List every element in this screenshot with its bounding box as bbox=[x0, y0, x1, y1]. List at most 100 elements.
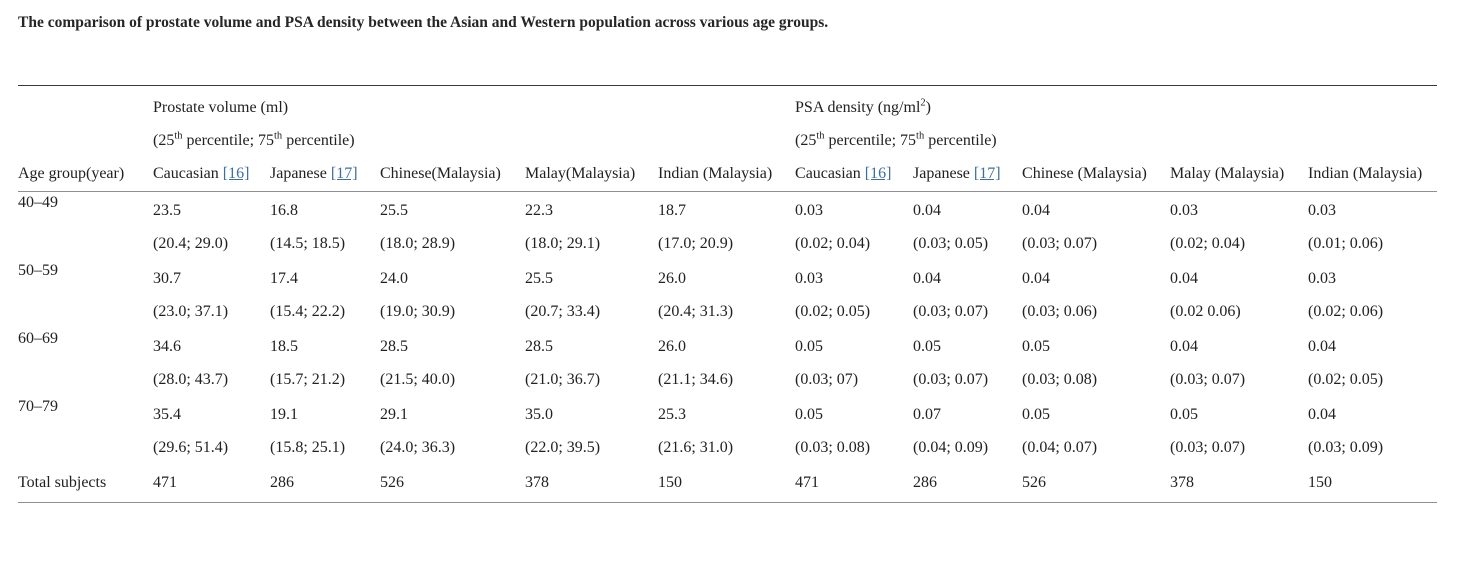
value-cell: 34.6 (28.0; 43.7) bbox=[153, 328, 270, 396]
percentile-range: (21.5; 40.0) bbox=[380, 371, 456, 388]
psa-density-group-header: PSA density (ng/ml2) (25th percentile; 7… bbox=[795, 86, 1437, 158]
percentile-range: (20.4; 31.3) bbox=[658, 303, 734, 320]
percentile-range: (0.04; 0.09) bbox=[913, 439, 989, 456]
median-value: 35.4 bbox=[153, 406, 181, 423]
column-header-malay-malaysia: Malay (Malaysia) bbox=[1170, 157, 1309, 192]
group-header-row: Prostate volume (ml) (25th percentile; 7… bbox=[18, 86, 1437, 158]
percentile-range: (18.0; 29.1) bbox=[525, 235, 601, 252]
median-value: 28.5 bbox=[525, 338, 553, 355]
total-subjects-row: Total subjects 471 286 526 378 150 471 286 526 37… bbox=[18, 464, 1437, 503]
psa-density-group-title: PSA density (ng/ml2) bbox=[795, 97, 931, 116]
column-header-indian-malaysia: Indian (Malaysia) bbox=[658, 157, 796, 192]
column-header-label: Japanese bbox=[270, 165, 327, 182]
median-value: 0.04 bbox=[1170, 270, 1199, 287]
median-value: 0.04 bbox=[1170, 338, 1199, 355]
value-cell: 18.7 (17.0; 20.9) bbox=[658, 192, 795, 261]
reference-link[interactable]: [17] bbox=[330, 165, 358, 182]
value-cell: 17.4 (15.4; 22.2) bbox=[270, 260, 380, 328]
percentile-range: (0.02; 0.04) bbox=[1170, 235, 1246, 252]
median-value: 0.05 bbox=[1170, 406, 1199, 423]
percentile-range: (0.03; 0.07) bbox=[1022, 235, 1098, 252]
median-value: 0.04 bbox=[913, 202, 942, 219]
median-value: 0.07 bbox=[913, 406, 942, 423]
value-cell: 0.05 (0.03; 0.07) bbox=[913, 328, 1022, 396]
median-value: 19.1 bbox=[270, 406, 298, 423]
total-subjects-label: Total subjects bbox=[18, 474, 107, 491]
value-cell: 0.04 (0.02 0.06) bbox=[1170, 260, 1308, 328]
percentile-range: (0.04; 0.07) bbox=[1022, 439, 1098, 456]
median-value: 0.04 bbox=[1308, 338, 1337, 355]
total-subjects-value: 150 bbox=[658, 474, 682, 491]
column-header-label: Chinese (Malaysia) bbox=[1022, 165, 1147, 182]
value-cell: 0.04 (0.03; 0.07) bbox=[913, 260, 1022, 328]
reference-link[interactable]: [16] bbox=[864, 165, 892, 182]
median-value: 17.4 bbox=[270, 270, 298, 287]
median-value: 0.03 bbox=[795, 270, 824, 287]
reference-link[interactable]: [16] bbox=[222, 165, 250, 182]
median-value: 0.05 bbox=[1022, 338, 1051, 355]
value-cell: 18.5 (15.7; 21.2) bbox=[270, 328, 380, 396]
percentile-range: (19.0; 30.9) bbox=[380, 303, 456, 320]
median-value: 34.6 bbox=[153, 338, 181, 355]
percentile-range: (20.7; 33.4) bbox=[525, 303, 601, 320]
reference-link[interactable]: [17] bbox=[973, 165, 1001, 182]
median-value: 0.05 bbox=[1022, 406, 1051, 423]
column-header-caucasian: Caucasian [16] bbox=[795, 157, 914, 192]
median-value: 25.3 bbox=[658, 406, 686, 423]
median-value: 18.7 bbox=[658, 202, 686, 219]
percentile-range: (0.02 0.06) bbox=[1170, 303, 1241, 320]
median-value: 22.3 bbox=[525, 202, 553, 219]
value-cell: 22.3 (18.0; 29.1) bbox=[525, 192, 658, 261]
median-value: 0.05 bbox=[913, 338, 942, 355]
age-group-cell: 60–69 bbox=[18, 330, 58, 347]
value-cell: 0.03 (0.02; 0.04) bbox=[795, 192, 913, 261]
page: The comparison of prostate volume and PS… bbox=[18, 14, 1438, 503]
median-value: 16.8 bbox=[270, 202, 298, 219]
value-cell: 25.5 (20.7; 33.4) bbox=[525, 260, 658, 328]
value-cell: 25.3 (21.6; 31.0) bbox=[658, 396, 795, 464]
comparison-table: Prostate volume (ml) (25th percentile; 7… bbox=[18, 85, 1438, 503]
median-value: 0.04 bbox=[913, 270, 942, 287]
value-cell: 0.05 (0.03; 0.07) bbox=[1170, 396, 1308, 464]
median-value: 0.04 bbox=[1022, 270, 1051, 287]
column-header-label: Caucasian bbox=[795, 165, 861, 182]
value-cell: 26.0 (21.1; 34.6) bbox=[658, 328, 795, 396]
table-row: 70–79 35.4 (29.6; 51.4) 19.1 (15.8; 25.1) 29.… bbox=[18, 396, 1437, 464]
value-cell: 0.05 (0.03; 07) bbox=[795, 328, 913, 396]
percentile-range: (21.0; 36.7) bbox=[525, 371, 601, 388]
percentile-range: (0.03; 0.07) bbox=[1170, 371, 1246, 388]
age-group-cell: 40–49 bbox=[18, 194, 58, 211]
column-header-chinese-malaysia: Chinese(Malaysia) bbox=[380, 157, 525, 192]
value-cell: 0.04 (0.03; 0.05) bbox=[913, 192, 1022, 261]
total-subjects-value: 378 bbox=[1170, 474, 1195, 491]
percentile-range: (15.8; 25.1) bbox=[270, 439, 346, 456]
percentile-subtitle: (25th percentile; 75th percentile) bbox=[153, 130, 355, 149]
total-subjects-value: 471 bbox=[153, 474, 177, 491]
median-value: 0.05 bbox=[795, 406, 824, 423]
column-header-caucasian: Caucasian [16] bbox=[153, 157, 270, 192]
value-cell: 24.0 (19.0; 30.9) bbox=[380, 260, 525, 328]
percentile-range: (29.6; 51.4) bbox=[153, 439, 229, 456]
value-cell: 35.0 (22.0; 39.5) bbox=[525, 396, 658, 464]
median-value: 18.5 bbox=[270, 338, 298, 355]
percentile-range: (14.5; 18.5) bbox=[270, 235, 346, 252]
table-row: 60–69 34.6 (28.0; 43.7) 18.5 (15.7; 21.2) 28.… bbox=[18, 328, 1437, 396]
value-cell: 28.5 (21.0; 36.7) bbox=[525, 328, 658, 396]
percentile-range: (17.0; 20.9) bbox=[658, 235, 734, 252]
median-value: 0.04 bbox=[1308, 406, 1337, 423]
value-cell: 28.5 (21.5; 40.0) bbox=[380, 328, 525, 396]
median-value: 30.7 bbox=[153, 270, 181, 287]
percentile-range: (21.6; 31.0) bbox=[658, 439, 734, 456]
percentile-range: (0.02; 0.04) bbox=[795, 235, 871, 252]
percentile-range: (0.03; 0.08) bbox=[1022, 371, 1098, 388]
column-header-label: Indian (Malaysia) bbox=[658, 165, 773, 182]
age-group-column-header: Age group(year) bbox=[18, 157, 153, 192]
column-header-malay-malaysia: Malay(Malaysia) bbox=[525, 157, 658, 192]
prostate-volume-group-title: Prostate volume (ml) bbox=[153, 91, 795, 124]
column-header-label: Malay(Malaysia) bbox=[525, 165, 636, 182]
percentile-range: (24.0; 36.3) bbox=[380, 439, 456, 456]
percentile-range: (22.0; 39.5) bbox=[525, 439, 601, 456]
total-subjects-value: 378 bbox=[525, 474, 549, 491]
value-cell: 0.03 (0.01; 0.06) bbox=[1308, 192, 1437, 261]
value-cell: 0.03 (0.02; 0.06) bbox=[1308, 260, 1437, 328]
